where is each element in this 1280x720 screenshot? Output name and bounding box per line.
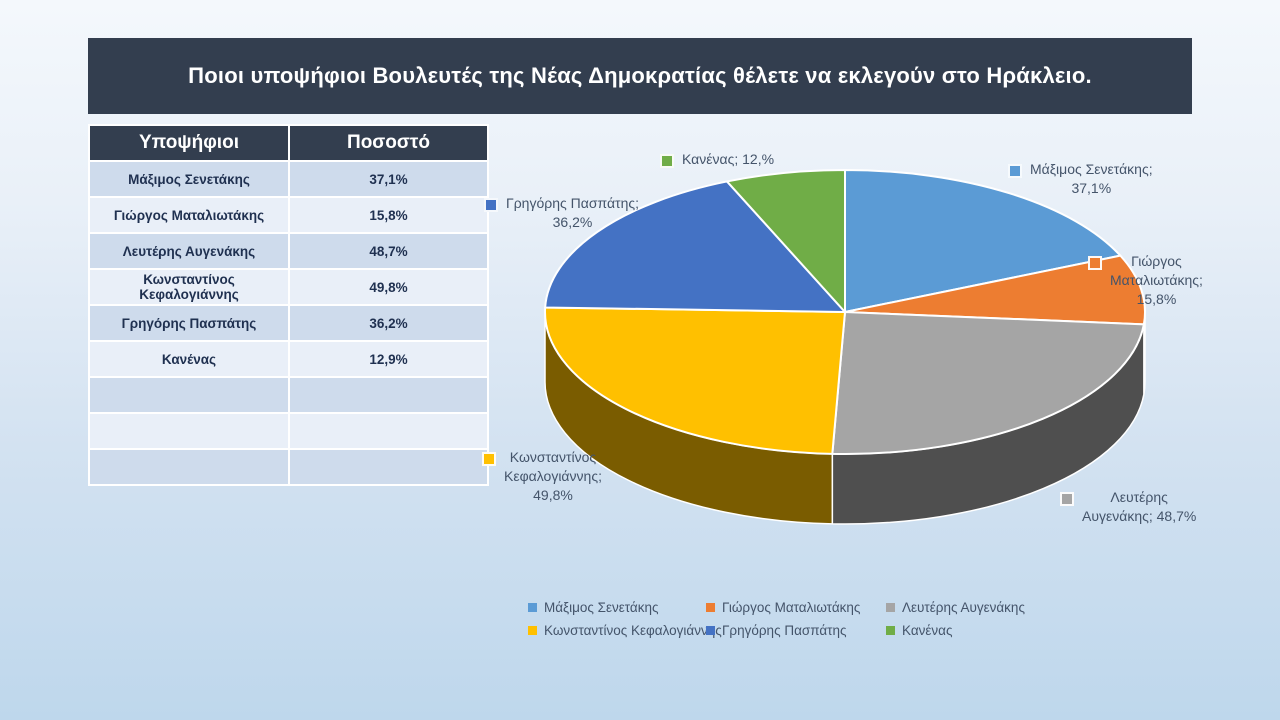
slide-title: Ποιοι υποψήφιοι Βουλευτές της Νέας Δημοκ…	[188, 63, 1092, 88]
pie-data-label-text: Μάξιμος Σενετάκης; 37,1%	[1030, 161, 1153, 196]
legend-item: Γιώργος Ματαλιωτάκης	[706, 600, 886, 615]
candidate-name-cell: Κανένας	[88, 340, 290, 378]
pie-data-label-grigoris-paspatis: Γρηγόρης Πασπάτης; 36,2%	[484, 194, 639, 232]
table-row-empty	[88, 448, 489, 486]
table-row: Λευτέρης Αυγενάκης 48,7%	[88, 232, 489, 270]
candidate-name-cell: Μάξιμος Σενετάκης	[88, 160, 290, 198]
empty-cell	[88, 376, 290, 414]
legend-item: Γρηγόρης Πασπάτης	[706, 623, 886, 638]
candidate-name-cell: Λευτέρης Αυγενάκης	[88, 232, 290, 270]
results-table: Υποψήφιοι Ποσοστό Μάξιμος Σενετάκης 37,1%…	[88, 124, 489, 486]
legend-swatch-icon	[528, 603, 537, 612]
legend-key-icon	[660, 154, 674, 168]
legend-swatch-icon	[706, 626, 715, 635]
pie-slice-3	[544, 306, 846, 455]
column-header-candidates: Υποψήφιοι	[88, 124, 290, 162]
legend-label: Κανένας	[902, 623, 953, 638]
slide-title-bar: Ποιοι υποψήφιοι Βουλευτές της Νέας Δημοκ…	[88, 38, 1192, 114]
legend-key-icon	[1088, 256, 1102, 270]
candidate-value-cell: 48,7%	[288, 232, 489, 270]
legend-label: Γρηγόρης Πασπάτης	[722, 623, 847, 638]
pie-data-label-text: Λευτέρης Αυγενάκης; 48,7%	[1082, 489, 1197, 524]
table-row-empty	[88, 412, 489, 450]
empty-cell	[288, 376, 489, 414]
pie-slice-2	[831, 311, 1145, 455]
pie-data-label-text: Γιώργος Ματαλιωτάκης; 15,8%	[1110, 253, 1203, 307]
pie-data-label-lefteris-avgenakis: Λευτέρης Αυγενάκης; 48,7%	[1060, 488, 1196, 526]
empty-cell	[288, 412, 489, 450]
legend-swatch-icon	[706, 603, 715, 612]
legend-label: Κωνσταντίνος Κεφαλογιάννης	[544, 623, 722, 638]
legend-swatch-icon	[886, 603, 895, 612]
table-row: Γιώργος Ματαλιωτάκης 15,8%	[88, 196, 489, 234]
empty-cell	[88, 412, 290, 450]
legend-key-icon	[484, 198, 498, 212]
table-row: Μάξιμος Σενετάκης 37,1%	[88, 160, 489, 198]
candidate-value-cell: 49,8%	[288, 268, 489, 306]
pie-data-label-text: Κανένας; 12,%	[682, 151, 775, 167]
pie-slice-0	[844, 169, 1122, 313]
pie-data-label-giorgos-mataliotakis: Γιώργος Ματαλιωτάκης; 15,8%	[1088, 252, 1203, 309]
legend-item: Λευτέρης Αυγενάκης	[886, 600, 1056, 615]
pie-data-label-maximos-senetakis: Μάξιμος Σενετάκης; 37,1%	[1008, 160, 1153, 198]
empty-cell	[88, 448, 290, 486]
chart-legend: Μάξιμος Σενετάκης Γιώργος Ματαλιωτάκης Λ…	[528, 600, 1056, 646]
candidate-value-cell: 36,2%	[288, 304, 489, 342]
pie-slice-1	[844, 254, 1146, 326]
table-row-empty	[88, 376, 489, 414]
legend-item: Κανένας	[886, 623, 1056, 638]
candidate-name-cell: Γρηγόρης Πασπάτης	[88, 304, 290, 342]
legend-key-icon	[1008, 164, 1022, 178]
candidate-value-cell: 37,1%	[288, 160, 489, 198]
legend-key-icon	[1060, 492, 1074, 506]
candidate-value-cell: 15,8%	[288, 196, 489, 234]
legend-key-icon	[482, 452, 496, 466]
pie-data-label-text: Κωνσταντίνος Κεφαλογιάννης; 49,8%	[504, 449, 602, 503]
legend-label: Γιώργος Ματαλιωτάκης	[722, 600, 861, 615]
legend-swatch-icon	[528, 626, 537, 635]
table-row: Κανένας 12,9%	[88, 340, 489, 378]
table-row: Κωνσταντίνος Κεφαλογιάννης 49,8%	[88, 268, 489, 306]
legend-item: Κωνσταντίνος Κεφαλογιάννης	[528, 623, 722, 638]
candidate-name-cell: Κωνσταντίνος Κεφαλογιάννης	[88, 268, 290, 306]
empty-cell	[288, 448, 489, 486]
legend-row: Κωνσταντίνος Κεφαλογιάννης Γρηγόρης Πασπ…	[528, 623, 1056, 638]
table-row: Γρηγόρης Πασπάτης 36,2%	[88, 304, 489, 342]
pie-slice-5	[726, 169, 846, 313]
candidate-name-cell: Γιώργος Ματαλιωτάκης	[88, 196, 290, 234]
candidate-value-cell: 12,9%	[288, 340, 489, 378]
legend-item: Μάξιμος Σενετάκης	[528, 600, 706, 615]
pie-data-label-kanenas: Κανένας; 12,%	[660, 150, 774, 169]
legend-row: Μάξιμος Σενετάκης Γιώργος Ματαλιωτάκης Λ…	[528, 600, 1056, 615]
pie-slice-4	[544, 180, 846, 313]
column-header-percentage: Ποσοστό	[288, 124, 489, 162]
legend-swatch-icon	[886, 626, 895, 635]
legend-label: Μάξιμος Σενετάκης	[544, 600, 659, 615]
table-header-row: Υποψήφιοι Ποσοστό	[88, 124, 489, 162]
legend-label: Λευτέρης Αυγενάκης	[902, 600, 1025, 615]
pie-data-label-text: Γρηγόρης Πασπάτης; 36,2%	[506, 195, 639, 230]
pie-data-label-konstantinos-kefalogiannis: Κωνσταντίνος Κεφαλογιάννης; 49,8%	[482, 448, 602, 505]
